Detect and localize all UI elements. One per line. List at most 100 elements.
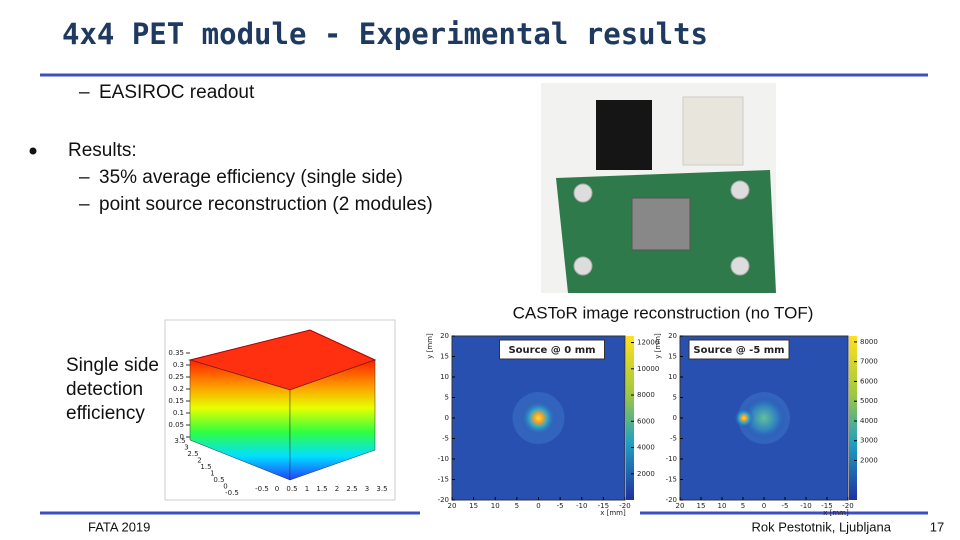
image-label-box [499, 339, 605, 360]
z-tick-label: 0.3 [173, 361, 184, 369]
x-tick-label: 1 [305, 485, 309, 493]
z-tick-label: 8000 [637, 391, 655, 399]
z-tick-label: 7000 [860, 358, 878, 366]
x-tick-label: 2.5 [346, 485, 357, 493]
z-tick-label: 6000 [860, 377, 878, 385]
y-tick-label: 1.5 [200, 463, 211, 471]
y-tick-label: -20 [666, 496, 677, 504]
z-tick-label: 4000 [637, 444, 655, 452]
y-tick-label: 2 [197, 457, 201, 465]
bullet: EASIROC readout [99, 82, 255, 103]
y-tick-label: -20 [438, 496, 449, 504]
z-tick-label: 3000 [860, 437, 878, 445]
x-tick-label: -10 [800, 502, 811, 510]
z-tick-label: 6000 [637, 417, 655, 425]
y-tick-label: 5 [673, 394, 677, 402]
z-tick-label: 0 [180, 433, 184, 441]
x-tick-label: 5 [741, 502, 745, 510]
y-tick-label: -5 [442, 435, 449, 443]
z-tick-label: 2000 [860, 456, 878, 464]
y-axis-label: y [mm] [654, 333, 662, 359]
y-tick-label: 0 [223, 483, 227, 491]
page-number: 17 [930, 519, 944, 534]
color-bar [626, 336, 634, 500]
y-tick-label: 20 [440, 332, 449, 340]
color-bar [849, 336, 857, 500]
x-tick-label: -0.5 [255, 485, 269, 493]
x-tick-label: 5 [515, 502, 519, 510]
x-tick-label: 2 [335, 485, 339, 493]
x-tick-label: -5 [557, 502, 564, 510]
z-tick-label: 4000 [860, 417, 878, 425]
bullet: Results: [68, 140, 137, 161]
z-tick-label: 0.15 [168, 397, 184, 405]
x-tick-label: 0 [536, 502, 540, 510]
footer-left: FATA 2019 [88, 519, 150, 534]
y-tick-label: -5 [670, 435, 677, 443]
photo [541, 83, 776, 293]
image-label: Source @ 0 mm [508, 345, 595, 356]
x-tick-label: 10 [491, 502, 500, 510]
x-tick-label: -15 [821, 502, 832, 510]
y-tick-label: -0.5 [225, 489, 239, 497]
y-tick-label: -15 [438, 476, 449, 484]
y-axis-label: y [mm] [426, 333, 434, 359]
x-tick-label: 20 [448, 502, 457, 510]
x-tick-label: -5 [782, 502, 789, 510]
image-label-box [688, 339, 790, 360]
image-label: Source @ -5 mm [693, 345, 784, 356]
y-tick-label: 10 [668, 373, 677, 381]
dash: – [79, 194, 90, 215]
dash: – [79, 167, 90, 188]
y-tick-label: -10 [666, 455, 677, 463]
y-tick-label: 3.5 [174, 437, 185, 445]
x-tick-label: 0.5 [286, 485, 297, 493]
x-tick-label: 15 [697, 502, 706, 510]
x-tick-label: 15 [469, 502, 478, 510]
z-tick-label: 0.25 [168, 373, 184, 381]
z-tick-label: 0.05 [168, 421, 184, 429]
z-tick-label: 10000 [637, 365, 659, 373]
x-tick-label: -20 [619, 502, 630, 510]
y-tick-label: 0.5 [213, 476, 224, 484]
x-tick-label: 3 [365, 485, 369, 493]
z-tick-label: 0.2 [173, 385, 184, 393]
y-tick-label: 5 [445, 394, 449, 402]
y-tick-label: 0 [445, 414, 449, 422]
title: 4x4 PET module - Experimental results [62, 17, 708, 51]
x-tick-label: 1.5 [316, 485, 327, 493]
efficiency-label: efficiency [66, 403, 145, 424]
y-tick-label: 10 [440, 373, 449, 381]
bullet-dot [29, 147, 37, 155]
image-spot [520, 400, 557, 436]
y-tick-label: -15 [666, 476, 677, 484]
y-tick-label: 2.5 [187, 450, 198, 458]
x-tick-label: -15 [598, 502, 609, 510]
x-tick-label: -20 [842, 502, 853, 510]
efficiency-label: Single side [66, 355, 159, 376]
z-tick-label: 12000 [637, 339, 659, 347]
x-tick-label: 10 [718, 502, 727, 510]
y-tick-label: 15 [440, 353, 449, 361]
x-tick-label: 0 [762, 502, 766, 510]
efficiency-label: detection [66, 379, 143, 400]
caption: CASToR image reconstruction (no TOF) [513, 303, 814, 322]
z-tick-label: 5000 [860, 397, 878, 405]
x-axis-label: x [mm] [600, 509, 626, 517]
z-tick-label: 0.35 [168, 349, 184, 357]
y-tick-label: 15 [668, 353, 677, 361]
y-tick-label: -10 [438, 455, 449, 463]
bullet: 35% average efficiency (single side) [99, 167, 403, 188]
x-tick-label: 20 [676, 502, 685, 510]
bullet: point source reconstruction (2 modules) [99, 194, 433, 215]
y-tick-label: 0 [673, 414, 677, 422]
z-tick-label: 0.1 [173, 409, 184, 417]
image-spot [742, 396, 786, 440]
footer-right: Rok Pestotnik, Ljubljana [752, 519, 892, 534]
z-tick-label: 2000 [637, 470, 655, 478]
y-tick-label: 20 [668, 332, 677, 340]
x-axis-label: x [mm] [823, 509, 849, 517]
dash: – [79, 82, 90, 103]
z-tick-label: 8000 [860, 338, 878, 346]
